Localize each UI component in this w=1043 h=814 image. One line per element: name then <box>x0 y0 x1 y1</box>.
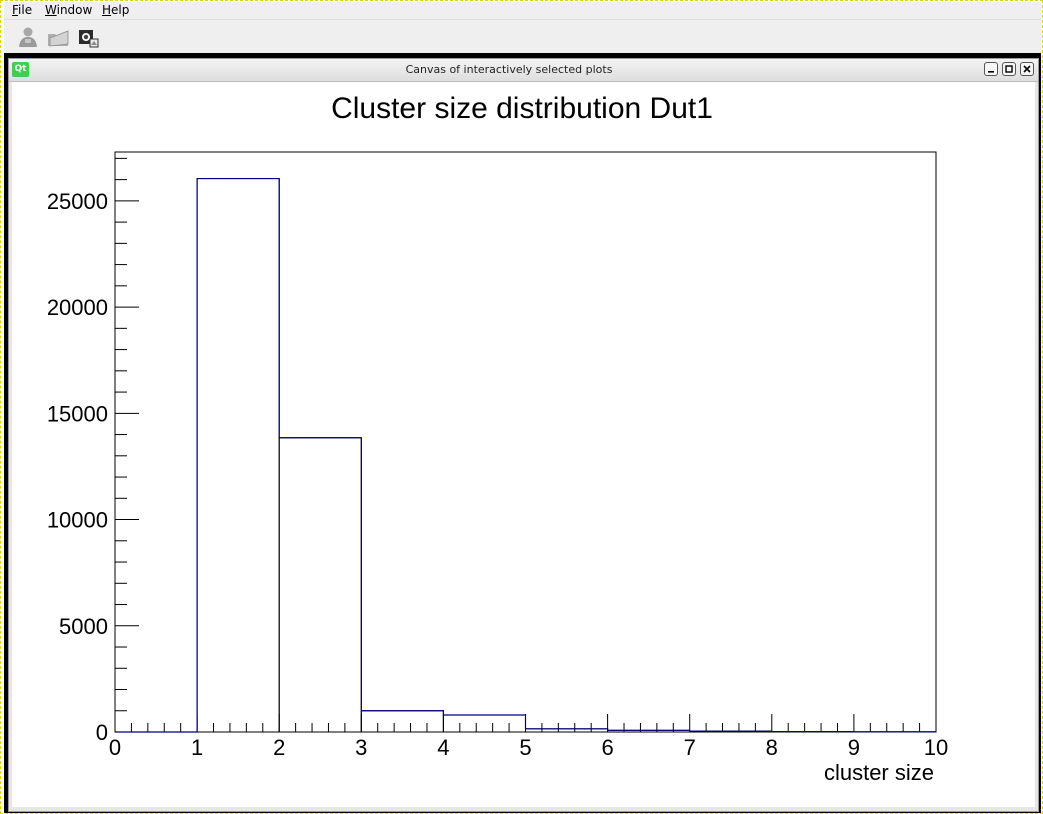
y-tick-label: 20000 <box>47 295 108 320</box>
y-tick-label: 0 <box>96 720 108 745</box>
histogram-bins <box>196 178 937 733</box>
x-tick-labels: 0 1 2 3 4 5 6 7 8 9 10 <box>109 735 948 760</box>
x-tick-label: 5 <box>519 735 531 760</box>
mdi-area: Qt Canvas of interactively selected plot… <box>4 53 1041 813</box>
y-axis-ticks <box>115 157 139 733</box>
x-tick-label: 2 <box>273 735 285 760</box>
qt-logo-icon: Qt <box>12 62 29 77</box>
x-tick-label: 8 <box>766 735 778 760</box>
menu-window[interactable]: Window <box>45 3 93 17</box>
histogram-bin <box>278 437 362 733</box>
user-icon[interactable] <box>16 25 40 49</box>
subwindow-title-bar[interactable]: Qt Canvas of interactively selected plot… <box>9 59 1038 82</box>
camera-icon[interactable] <box>76 25 100 49</box>
window-title: Canvas of interactively selected plots <box>405 63 613 76</box>
toolbar <box>4 19 1041 54</box>
close-icon <box>1023 65 1031 73</box>
histogram-bin <box>196 178 280 733</box>
x-tick-label: 4 <box>437 735 449 760</box>
y-tick-labels: 0 5000 10000 15000 20000 25000 <box>47 189 108 745</box>
menu-help[interactable]: Help <box>102 3 130 17</box>
restore-button[interactable] <box>1002 62 1016 76</box>
plot-frame <box>114 151 937 733</box>
y-tick-label: 5000 <box>59 614 108 639</box>
x-tick-label: 9 <box>848 735 860 760</box>
root-canvas[interactable]: Cluster size distribution Dut1 0 1 2 3 4 5 6 7 8… <box>12 82 1035 807</box>
menu-file[interactable]: File <box>12 3 33 17</box>
histogram-bin <box>442 714 526 733</box>
histogram-outline <box>115 177 936 733</box>
histogram-bin <box>360 710 444 733</box>
histogram-chart[interactable]: Cluster size distribution Dut1 0 1 2 3 4 5 6 7 8… <box>12 82 1035 807</box>
chart-title: Cluster size distribution Dut1 <box>331 92 713 125</box>
menu-bar: File Window Help <box>4 2 1041 19</box>
x-tick-label: 6 <box>601 735 613 760</box>
y-tick-label: 10000 <box>47 508 108 533</box>
canvas-subwindow: Qt Canvas of interactively selected plot… <box>8 58 1039 812</box>
close-button[interactable] <box>1020 62 1034 76</box>
x-tick-label: 7 <box>684 735 696 760</box>
y-tick-label: 25000 <box>47 189 108 214</box>
minimize-icon <box>988 71 994 73</box>
open-folder-icon[interactable] <box>46 25 70 49</box>
x-tick-label: 3 <box>355 735 367 760</box>
restore-icon <box>1005 65 1013 73</box>
x-tick-label: 1 <box>191 735 203 760</box>
x-tick-label: 10 <box>924 735 948 760</box>
x-axis-label: cluster size <box>824 760 934 785</box>
x-tick-label: 0 <box>109 735 121 760</box>
minimize-button[interactable] <box>984 62 998 76</box>
y-tick-label: 15000 <box>47 401 108 426</box>
